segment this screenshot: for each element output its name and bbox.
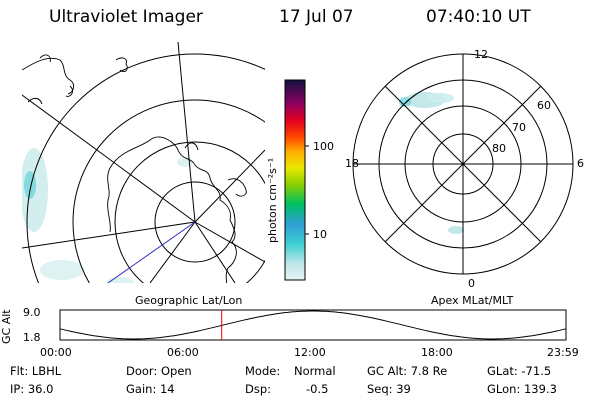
colorbar-tick-100: 100 [313,140,334,153]
status-glat: GLat: -71.5 [487,364,552,378]
mlt-label-12: 12 [474,48,488,61]
ground-track-line [107,221,196,283]
altitude-xtick-4: 23:59 [547,346,579,359]
altitude-xtick-3: 18:00 [421,346,453,359]
altitude-ytick-min: 1.8 [23,331,41,344]
status-seq: Seq: 39 [367,382,411,396]
mlt-meridians [353,54,573,274]
status-dsp-label: Dsp: [245,382,272,396]
altitude-curve [59,310,567,340]
status-door: Door: Open [126,364,192,378]
geographic-map-caption: Geographic Lat/Lon [135,294,243,307]
time-label: 07:40:10 UT [426,7,531,27]
instrument-title: Ultraviolet Imager [49,7,203,27]
altitude-xtick-0: 00:00 [40,346,72,359]
mlat-label-80: 80 [492,142,506,155]
altitude-xtick-2: 12:00 [294,346,326,359]
apex-map-caption: Apex MLat/MLT [431,294,514,307]
status-gc-alt: GC Alt: 7.8 Re [367,364,448,378]
status-mode-label: Mode: [245,364,281,378]
altitude-plot [59,309,567,341]
coastlines [22,54,247,283]
mlt-label-6: 6 [577,157,584,170]
aurora-emission-right [399,92,464,234]
apex-mlt-plot [352,53,574,275]
colorbar-label: photon cm⁻²s⁻¹ [266,157,279,243]
geographic-map [22,42,265,283]
altitude-ylabel: GC Alt [0,309,13,344]
status-filter: Flt: LBHL [10,364,62,378]
status-dsp-value: -0.5 [306,382,329,396]
mlat-label-70: 70 [512,121,526,134]
colorbar-tick-10: 10 [313,228,327,241]
status-gain: Gain: 14 [126,382,175,396]
colorbar-label-wrapper: photon cm⁻²s⁻¹ [244,105,304,245]
aurora-emission-left [22,148,193,283]
altitude-ylabel-wrapper: GC Alt [0,304,14,344]
status-ip: IP: 36.0 [10,382,54,396]
colorbar-ticks [305,145,309,235]
altitude-xtick-1: 06:00 [167,346,199,359]
colorbar-gradient [284,79,306,281]
altitude-ytick-max: 9.0 [23,306,41,319]
latitude-circles [26,53,265,283]
status-mode-value: Normal [294,364,336,378]
mlt-label-18: 18 [345,157,359,170]
altitude-plot-frame [59,309,567,341]
colorbar [284,79,309,281]
mlat-label-60: 60 [537,99,551,112]
status-glon: GLon: 139.3 [487,382,557,396]
mlt-label-0: 0 [468,277,475,290]
date-label: 17 Jul 07 [279,7,354,27]
longitude-lines [22,42,265,283]
